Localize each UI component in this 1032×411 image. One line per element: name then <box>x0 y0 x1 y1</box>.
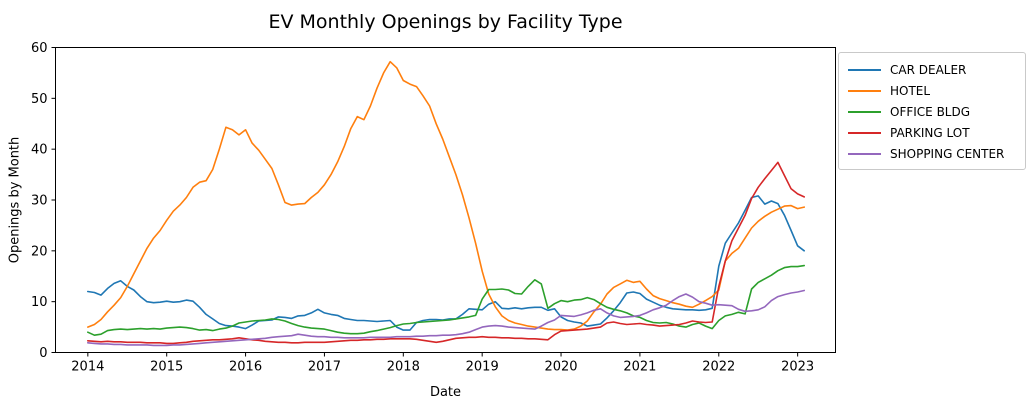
legend-item-car-dealer: CAR DEALER <box>848 59 1019 80</box>
legend-item-parking-lot: PARKING LOT <box>848 122 1019 143</box>
x-tick-label: 2018 <box>387 360 420 375</box>
y-tick-label: 10 <box>31 295 48 310</box>
y-tick-label: 20 <box>31 244 48 259</box>
legend-line-swatch <box>848 152 881 155</box>
y-tick-label: 40 <box>31 143 48 158</box>
series-line-hotel <box>87 60 806 331</box>
x-tick-label: 2023 <box>781 360 814 375</box>
legend-label: CAR DEALER <box>890 62 967 77</box>
legend-line-swatch <box>848 131 881 134</box>
legend: CAR DEALER HOTEL OFFICE BLDG PARKING LOT SHO… <box>838 52 1026 170</box>
x-tick-label: 2019 <box>466 360 499 375</box>
legend-item-shopping-center: SHOPPING CENTER <box>848 143 1019 164</box>
x-tick-label: 2015 <box>150 360 183 375</box>
series-line-shopping-center <box>87 289 806 347</box>
y-axis-label: Openings by Month <box>7 136 23 264</box>
x-tick-label: 2016 <box>229 360 262 375</box>
legend-label: SHOPPING CENTER <box>890 146 1005 161</box>
legend-line-swatch <box>848 89 881 92</box>
legend-line-swatch <box>848 110 881 113</box>
x-tick-label: 2014 <box>71 360 104 375</box>
legend-item-office-bldg: OFFICE BLDG <box>848 101 1019 122</box>
series-line-parking-lot <box>87 161 806 345</box>
series-line-office-bldg <box>87 264 806 337</box>
legend-line-swatch <box>848 68 881 71</box>
x-tick-label: 2021 <box>623 360 656 375</box>
plot-border <box>55 47 836 353</box>
y-tick-label: 0 <box>39 346 47 361</box>
series-line-car-dealer <box>87 195 806 331</box>
y-tick-label: 60 <box>31 41 48 56</box>
x-tick-label: 2017 <box>308 360 341 375</box>
legend-label: HOTEL <box>890 83 931 98</box>
x-tick-label: 2020 <box>544 360 577 375</box>
x-axis-label: Date <box>429 385 462 400</box>
y-tick-label: 50 <box>31 92 48 107</box>
legend-label: OFFICE BLDG <box>890 104 971 119</box>
legend-label: PARKING LOT <box>890 125 970 140</box>
x-tick-label: 2022 <box>702 360 735 375</box>
legend-item-hotel: HOTEL <box>848 80 1019 101</box>
chart-title: EV Monthly Openings by Facility Type <box>268 11 623 33</box>
y-tick-label: 30 <box>31 194 48 209</box>
